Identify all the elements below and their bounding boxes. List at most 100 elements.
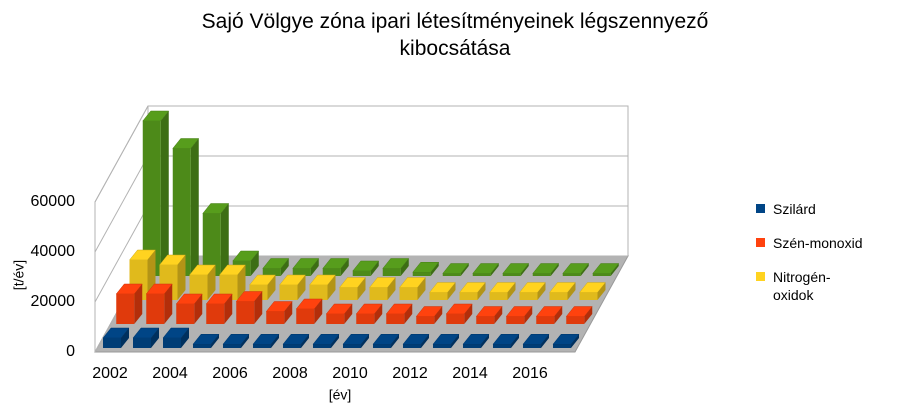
bar-side	[554, 306, 563, 324]
bar-front	[373, 344, 391, 348]
bar	[505, 306, 533, 324]
bar	[222, 334, 250, 348]
legend-swatch	[756, 238, 765, 247]
bar-front	[429, 292, 448, 300]
bar-front	[352, 271, 371, 276]
bar	[202, 203, 230, 276]
bar	[415, 306, 443, 324]
bar-side	[327, 275, 336, 300]
bar	[462, 334, 490, 348]
bar-front	[489, 292, 508, 300]
bar	[265, 301, 293, 324]
bar-front	[163, 338, 181, 348]
bar	[502, 263, 530, 276]
bar-front	[562, 273, 581, 276]
y-tick-label: 60000	[31, 193, 76, 210]
bar-front	[262, 268, 281, 276]
bar-front	[236, 301, 255, 324]
legend-label: Nitrogén-oxidok	[773, 269, 831, 303]
bar	[475, 306, 503, 324]
bar	[428, 282, 457, 300]
bar	[235, 291, 263, 324]
bar	[382, 258, 410, 276]
bar-side	[400, 258, 409, 276]
bar-front	[579, 292, 598, 300]
bar-side	[494, 306, 503, 324]
bar-front	[382, 268, 401, 276]
bar-side	[194, 294, 203, 324]
bar	[458, 282, 487, 300]
bar-front	[592, 273, 611, 276]
bar	[565, 306, 593, 324]
bar-side	[344, 304, 353, 324]
bar-side	[241, 334, 249, 348]
grid-line	[94, 105, 628, 203]
bar-front	[103, 338, 121, 348]
bar-front	[283, 344, 301, 348]
bar	[192, 334, 220, 348]
bar-front	[369, 287, 388, 300]
legend-label: Szilárd	[773, 201, 816, 217]
bar-front	[416, 316, 435, 324]
bar-side	[597, 282, 606, 300]
bar-front	[146, 294, 165, 324]
bar-side	[284, 301, 293, 324]
bar-front	[476, 316, 495, 324]
bar-side	[374, 304, 383, 324]
bar-side	[507, 282, 516, 300]
bar-side	[451, 334, 459, 348]
y-tick-label: 40000	[31, 243, 76, 260]
bar-front	[536, 316, 555, 324]
bar-side	[271, 334, 279, 348]
bar-front	[502, 273, 521, 276]
bar	[402, 334, 430, 348]
bar-front	[266, 311, 285, 324]
bar	[132, 327, 160, 348]
bar	[548, 282, 577, 300]
bar-front	[253, 344, 271, 348]
bar-front	[553, 344, 571, 348]
bar-side	[254, 291, 263, 324]
bar-side	[511, 334, 519, 348]
bar-front	[133, 338, 151, 348]
bar-side	[404, 304, 413, 324]
bar-side	[280, 258, 289, 276]
bar	[142, 110, 170, 276]
bar-side	[537, 282, 546, 300]
bar-side	[301, 334, 309, 348]
y-tick-label: 0	[66, 343, 75, 360]
bar-front	[313, 344, 331, 348]
bar-side	[314, 299, 323, 324]
bar-front	[532, 273, 551, 276]
bar-side	[464, 304, 473, 324]
bar-side	[481, 334, 489, 348]
bar-front	[523, 344, 541, 348]
bar-front	[403, 344, 421, 348]
bar-side	[220, 203, 229, 276]
bar-front	[566, 316, 585, 324]
legend-item: Szén-monoxid	[756, 234, 886, 252]
bar-side	[357, 277, 366, 300]
bar-side	[524, 306, 533, 324]
bar-side	[580, 263, 589, 276]
bar-front	[176, 304, 195, 324]
bar-side	[134, 284, 143, 324]
bar-side	[490, 263, 499, 276]
x-tick-label: 2010	[332, 365, 368, 382]
bar-front	[326, 314, 345, 324]
bar	[412, 262, 440, 276]
bar-side	[430, 262, 439, 276]
legend-item: Szilárd	[756, 200, 886, 218]
bar-side	[387, 277, 396, 300]
bar	[205, 293, 233, 324]
bar-side	[460, 263, 469, 276]
bar-side	[610, 263, 619, 276]
bar-side	[340, 258, 349, 276]
bar	[355, 303, 383, 324]
bar-side	[541, 334, 549, 348]
bar	[578, 282, 607, 300]
bar-front	[386, 314, 405, 324]
bar	[432, 334, 460, 348]
bar	[102, 327, 130, 348]
